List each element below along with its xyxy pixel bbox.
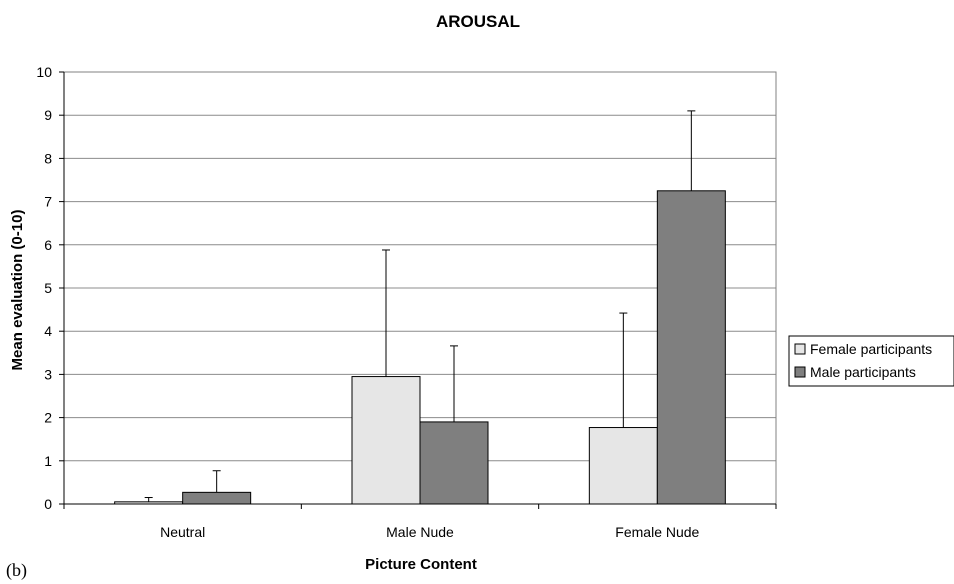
x-axis-title: Picture Content	[365, 556, 477, 573]
y-tick-label: 5	[44, 280, 52, 296]
legend-label: Male participants	[810, 364, 916, 380]
bar	[419, 421, 489, 505]
chart-title: AROUSAL	[436, 12, 520, 31]
error-bars	[144, 110, 696, 502]
y-tick-label: 1	[44, 453, 52, 469]
bar	[182, 491, 252, 505]
x-tick-label: Female Nude	[615, 524, 699, 540]
y-axis-title: Mean evaluation (0-10)	[9, 210, 26, 371]
bars	[114, 190, 726, 505]
bar	[351, 376, 421, 505]
x-tick-label: Male Nude	[386, 524, 454, 540]
y-axis-ticks: 0 1 2 3 4 5 6 7 8 9 10	[36, 64, 64, 512]
legend-label: Female participants	[810, 341, 932, 357]
x-tick-label: Neutral	[160, 524, 205, 540]
panel-label: (b)	[6, 560, 27, 580]
y-tick-label: 9	[44, 107, 52, 123]
y-tick-label: 2	[44, 410, 52, 426]
x-axis-ticks: Neutral Male Nude Female Nude	[63, 504, 777, 540]
legend-frame	[788, 335, 954, 387]
bar	[656, 190, 726, 505]
legend-swatch	[794, 343, 806, 355]
legend: Female participants Male participants	[788, 335, 954, 387]
y-tick-label: 10	[36, 64, 52, 80]
y-tick-label: 0	[44, 496, 52, 512]
y-tick-label: 7	[44, 194, 52, 210]
legend-swatch	[794, 366, 806, 378]
y-tick-label: 8	[44, 150, 52, 166]
bar	[588, 427, 658, 505]
y-tick-label: 4	[44, 323, 52, 339]
y-tick-label: 6	[44, 237, 52, 253]
y-tick-label: 3	[44, 366, 52, 382]
